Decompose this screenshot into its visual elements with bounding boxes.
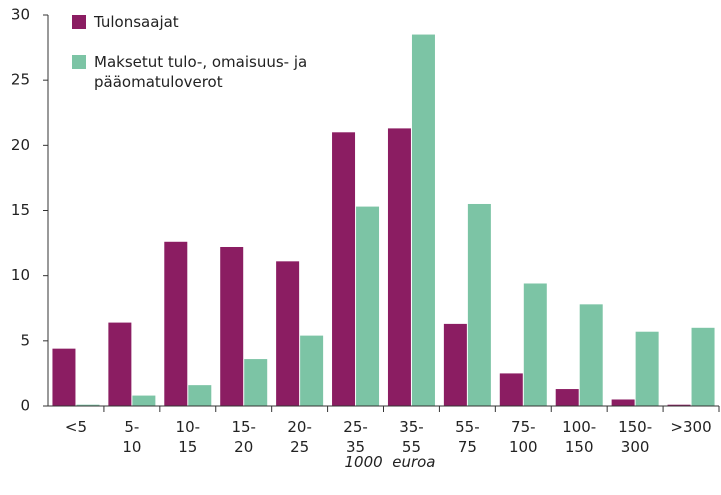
bar [220,246,244,406]
bar [164,241,188,406]
x-tick-label: 55- 75 [455,418,480,456]
x-tick-label: 25- 35 [343,418,368,456]
bar [411,34,435,407]
x-tick-label: 150- 300 [618,418,653,456]
x-tick-label: >300 [670,418,712,436]
x-tick-label: <5 [64,418,88,436]
x-tick-label: 20- 25 [287,418,312,456]
x-axis-label: 1000 euroa [344,453,436,471]
bar [276,261,300,406]
bar [523,283,547,406]
x-tick-label: 75- 100 [508,418,538,456]
bar [635,331,659,406]
y-tick-label: 15 [11,201,30,219]
bar [667,404,691,406]
bar [132,395,156,406]
legend-label: Tulonsaajat [94,13,179,31]
y-tick-label: 0 [20,397,30,415]
y-tick-label: 30 [11,6,30,24]
bar [555,389,579,406]
bar [76,404,100,406]
y-tick-label: 25 [11,71,30,89]
bar [188,385,212,406]
x-tick-label: 15- 20 [231,418,256,456]
bar [579,304,603,406]
x-tick-label: 10- 15 [175,418,201,456]
bar [108,322,132,406]
bar [443,323,467,406]
x-tick-label: 5- 10 [122,418,142,456]
bar [499,373,523,406]
legend-swatch [72,15,86,29]
x-tick-label: 35- 55 [399,418,424,456]
bar [332,132,356,407]
bar [611,399,635,406]
legend-label: Maksetut tulo-, omaisuus- ja pääomatulov… [94,53,308,91]
legend-swatch [72,55,86,69]
bar [52,348,76,406]
bar [244,359,268,406]
y-tick-label: 10 [11,266,30,284]
y-tick-label: 5 [20,331,30,349]
bar [467,203,491,406]
bar [356,206,380,406]
bar [300,335,324,406]
bar [691,327,715,406]
bar [387,128,411,406]
x-tick-label: 100- 150 [562,418,597,456]
y-tick-label: 20 [11,136,30,154]
